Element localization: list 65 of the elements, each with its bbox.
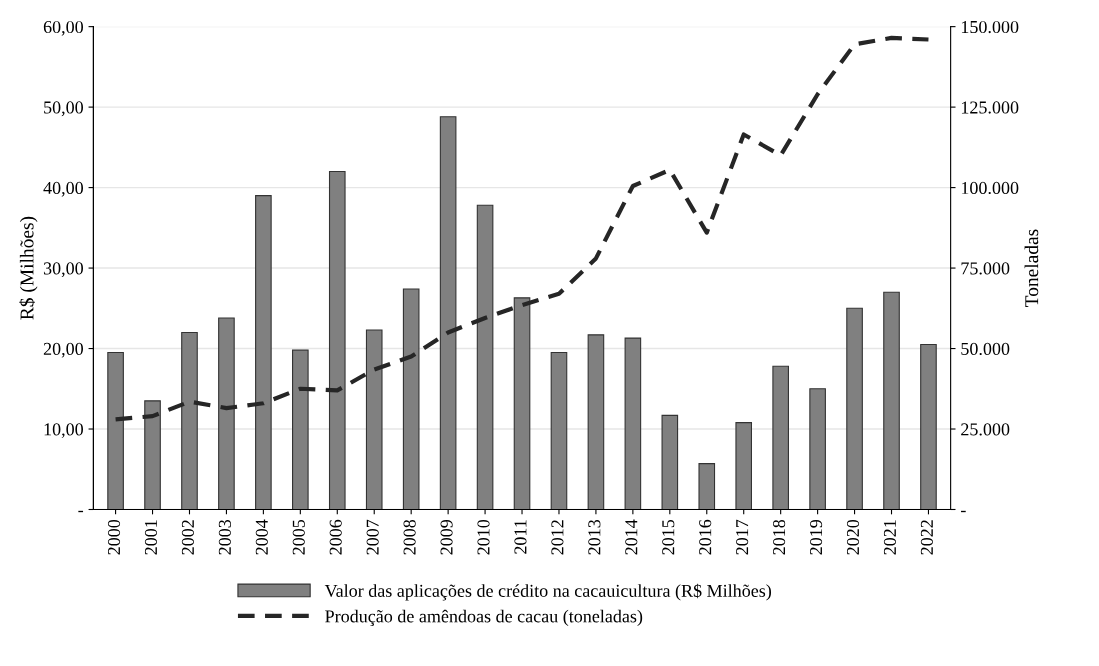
x-tick-label: 2021 [883, 520, 897, 555]
x-tick-label: 2004 [255, 519, 268, 555]
x-tick-label: 2017 [736, 519, 749, 555]
bar [402, 288, 420, 510]
bar [920, 343, 937, 510]
x-tick-label: 2005 [292, 519, 305, 555]
y-axis-title: R$ (Milhões) [19, 216, 38, 320]
x-tick-label: 2002 [181, 520, 194, 555]
legend-label: Valor das aplicações de crédito na cacauicultura (R$ Milhões) [324, 583, 771, 601]
x-tick-label: 2015 [662, 519, 675, 555]
bar [846, 307, 863, 510]
bar [144, 400, 161, 510]
bar [439, 116, 457, 510]
x-tick-label: 2016 [699, 519, 712, 555]
x-tick-label: 2008 [403, 519, 416, 555]
bar [587, 334, 605, 510]
y2-tick-label: 125.000 [961, 101, 1019, 114]
bar [255, 195, 272, 510]
bar [328, 170, 346, 510]
y-tick-label: 40,00 [43, 181, 83, 197]
y2-tick-label: 25.000 [961, 423, 1010, 436]
x-tick-label: 2012 [551, 520, 564, 555]
x-tick-label: 2013 [588, 519, 601, 555]
bar [365, 329, 383, 510]
bar [550, 352, 568, 510]
bar [772, 365, 789, 510]
bar [107, 352, 124, 510]
y-tick-label: 10,00 [44, 423, 83, 439]
y2-tick-label: 150.000 [961, 20, 1019, 34]
bar [661, 414, 679, 510]
y-tick-label: - [78, 510, 84, 513]
x-tick-label: 2018 [773, 519, 786, 555]
bar [476, 204, 494, 510]
x-tick-label: 2003 [218, 519, 231, 555]
bar [292, 349, 309, 510]
x-tick-label: 2006 [329, 519, 342, 555]
y2-tick-label: 75.000 [961, 262, 1010, 275]
bar [181, 331, 198, 510]
x-tick-label: 2000 [107, 519, 121, 555]
bar [624, 337, 642, 510]
x-tick-label: 2007 [366, 519, 379, 555]
y-tick-label: 30,00 [43, 262, 83, 278]
x-tick-label: 2011 [514, 520, 527, 554]
bar [735, 422, 753, 510]
y-tick-label: 50,00 [44, 101, 83, 117]
x-tick-label: 2010 [477, 519, 490, 555]
x-tick-label: 2022 [920, 520, 933, 555]
y-tick-label: 60,00 [43, 20, 83, 36]
x-tick-label: 2001 [144, 520, 158, 555]
bar [218, 317, 235, 510]
y2-axis-title: Toneladas [1024, 229, 1039, 307]
bar [883, 291, 900, 510]
bar [513, 297, 531, 510]
y2-tick-label: 100.000 [961, 181, 1019, 195]
x-tick-label: 2020 [846, 519, 860, 555]
y2-tick-label: - [961, 510, 966, 513]
x-tick-label: 2019 [809, 519, 823, 555]
x-tick-label: 2009 [440, 519, 453, 555]
line-series [113, 35, 931, 422]
y2-tick-label: 50.000 [961, 342, 1010, 356]
x-tick-label: 2014 [625, 519, 638, 555]
y-tick-label: 20,00 [43, 342, 83, 358]
bar [809, 388, 826, 510]
bar [698, 463, 716, 510]
legend-label: Produção de amêndoas de cacau (toneladas) [325, 609, 643, 627]
